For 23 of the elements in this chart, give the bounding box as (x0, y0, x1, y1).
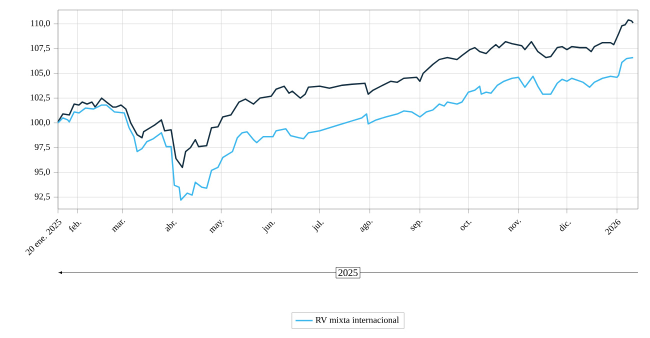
y-tick-label: 97,5 (34, 144, 50, 152)
x-tick-label: jul. (312, 220, 324, 232)
x-tick-label: abr. (165, 220, 177, 232)
legend-label: RV mixta internacional (316, 316, 399, 324)
x-tick-label: oct. (460, 220, 472, 230)
x-tick-label: jun. (262, 222, 275, 234)
y-tick-label: 92,5 (34, 193, 50, 201)
y-tick-label: 105,0 (30, 70, 50, 78)
y-tick-label: 95,0 (34, 168, 50, 176)
x-tick-label: ago. (360, 221, 373, 232)
y-tick-label: 107,5 (30, 44, 50, 52)
x-tick-label: dic. (559, 222, 571, 232)
x-tick-label: sep. (410, 220, 422, 231)
line-series (57, 19, 634, 168)
y-tick-label: 102,5 (30, 94, 50, 102)
x-tick-label: feb. (68, 222, 82, 232)
x-tick-label: mar. (112, 220, 126, 232)
x-tick-label: may. (209, 220, 224, 234)
y-tick-label: 110,0 (31, 20, 50, 28)
text: 2025 (338, 269, 358, 276)
y-tick-label: 100,0 (30, 119, 50, 127)
line-series (57, 56, 634, 201)
x-tick-label: nov. (508, 220, 521, 232)
